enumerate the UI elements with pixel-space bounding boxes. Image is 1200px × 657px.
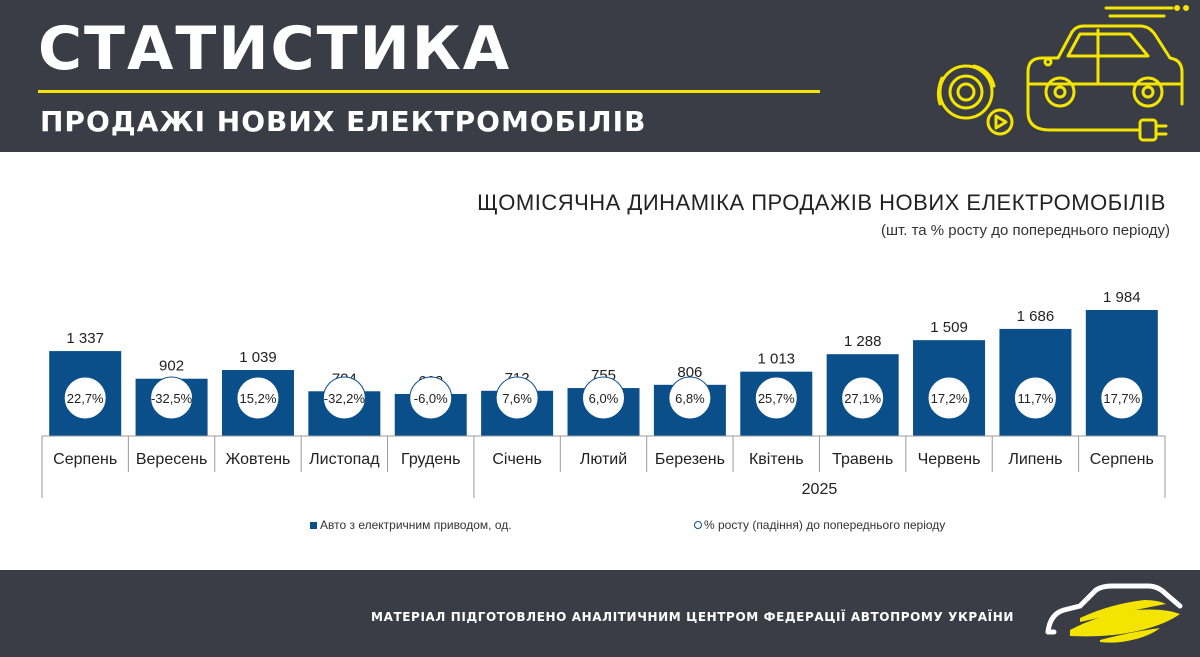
chart-subtitle: (шт. та % росту до попереднього періоду) <box>881 222 1170 239</box>
growth-label-10: 27,1% <box>844 391 881 406</box>
legend-label-sales: Авто з електричним приводом, од. <box>320 518 512 532</box>
value-label-3: 1 039 <box>239 349 277 366</box>
growth-marker-5 <box>409 376 453 420</box>
growth-label-12: 11,7% <box>1017 391 1053 406</box>
growth-marker-7 <box>582 376 625 420</box>
value-label-1: 1 337 <box>66 330 104 347</box>
car-charging-gear-icon <box>936 5 1189 142</box>
category-label-6: Січень <box>492 451 542 468</box>
footer-credit: МАТЕРІАЛ ПІДГОТОВЛЕНО АНАЛІТИЧНИМ ЦЕНТРО… <box>371 610 1014 624</box>
category-label-12: Липень <box>1008 451 1062 468</box>
growth-marker-2 <box>150 376 194 420</box>
growth-marker-6 <box>495 376 539 420</box>
category-label-10: Травень <box>832 451 893 468</box>
category-label-1: Серпень <box>53 451 117 468</box>
legend-item-sales: Авто з електричним приводом, од. <box>310 518 512 532</box>
growth-marker-12 <box>1013 376 1057 420</box>
category-label-5: Грудень <box>401 451 460 468</box>
value-label-8: 806 <box>677 364 702 381</box>
growth-label-6: 7,6% <box>502 391 532 406</box>
category-label-8: Березень <box>655 451 725 468</box>
growth-marker-1 <box>63 376 107 420</box>
growth-marker-3 <box>236 376 280 420</box>
value-label-13: 1 984 <box>1103 289 1141 306</box>
page-subtitle: ПРОДАЖІ НОВИХ ЕЛЕКТРОМОБІЛІВ <box>40 105 647 138</box>
growth-label-3: 15,2% <box>240 391 277 406</box>
growth-label-7: 6,0% <box>589 391 619 406</box>
growth-marker-11 <box>927 376 971 420</box>
category-label-9: Квітень <box>749 451 804 468</box>
category-label-7: Лютий <box>580 451 627 468</box>
group-label-2: 2025 <box>802 481 838 498</box>
growth-marker-13 <box>1100 376 1144 420</box>
legend-circle-swatch <box>694 521 702 529</box>
growth-label-5: -6,0% <box>414 391 448 406</box>
growth-label-2: -32,5% <box>151 391 193 406</box>
header-banner: СТАТИСТИКА ПРОДАЖІ НОВИХ ЕЛЕКТРОМОБІЛІВ <box>0 0 1200 152</box>
category-label-4: Листопад <box>309 451 380 468</box>
growth-marker-8 <box>668 376 712 420</box>
growth-label-9: 25,7% <box>758 391 795 406</box>
footer-banner: МАТЕРІАЛ ПІДГОТОВЛЕНО АНАЛІТИЧНИМ ЦЕНТРО… <box>0 570 1200 657</box>
sales-bar-chart: 1 337 22,7% Серпень 902 -32,5% Вересень 1 039 1… <box>41 289 1166 498</box>
value-label-9: 1 013 <box>757 351 795 368</box>
category-label-3: Жовтень <box>226 451 291 468</box>
growth-marker-10 <box>841 376 885 420</box>
page-title: СТАТИСТИКА <box>38 14 512 84</box>
legend-label-growth: % росту (падіння) до попереднього період… <box>704 518 946 532</box>
growth-label-8: 6,8% <box>675 391 705 406</box>
growth-label-1: 22,7% <box>67 391 104 406</box>
legend-item-growth: % росту (падіння) до попереднього період… <box>694 518 945 532</box>
value-label-12: 1 686 <box>1017 308 1055 325</box>
value-label-10: 1 288 <box>844 333 882 350</box>
category-label-11: Червень <box>918 451 981 468</box>
legend-square-swatch <box>310 521 317 529</box>
value-label-11: 1 509 <box>930 319 968 336</box>
growth-label-11: 17,2% <box>931 391 968 406</box>
value-label-2: 902 <box>159 358 184 375</box>
ukrautoprom-car-logo <box>1045 583 1183 643</box>
chart-title: ЩОМІСЯЧНА ДИНАМІКА ПРОДАЖІВ НОВИХ ЕЛЕКТР… <box>477 190 1166 215</box>
category-label-2: Вересень <box>136 451 207 468</box>
title-underline <box>38 90 820 93</box>
category-label-13: Серпень <box>1090 451 1154 468</box>
growth-marker-4 <box>322 376 366 420</box>
growth-label-4: -32,2% <box>324 391 366 406</box>
growth-label-13: 17,7% <box>1103 391 1140 406</box>
growth-marker-9 <box>754 376 798 420</box>
